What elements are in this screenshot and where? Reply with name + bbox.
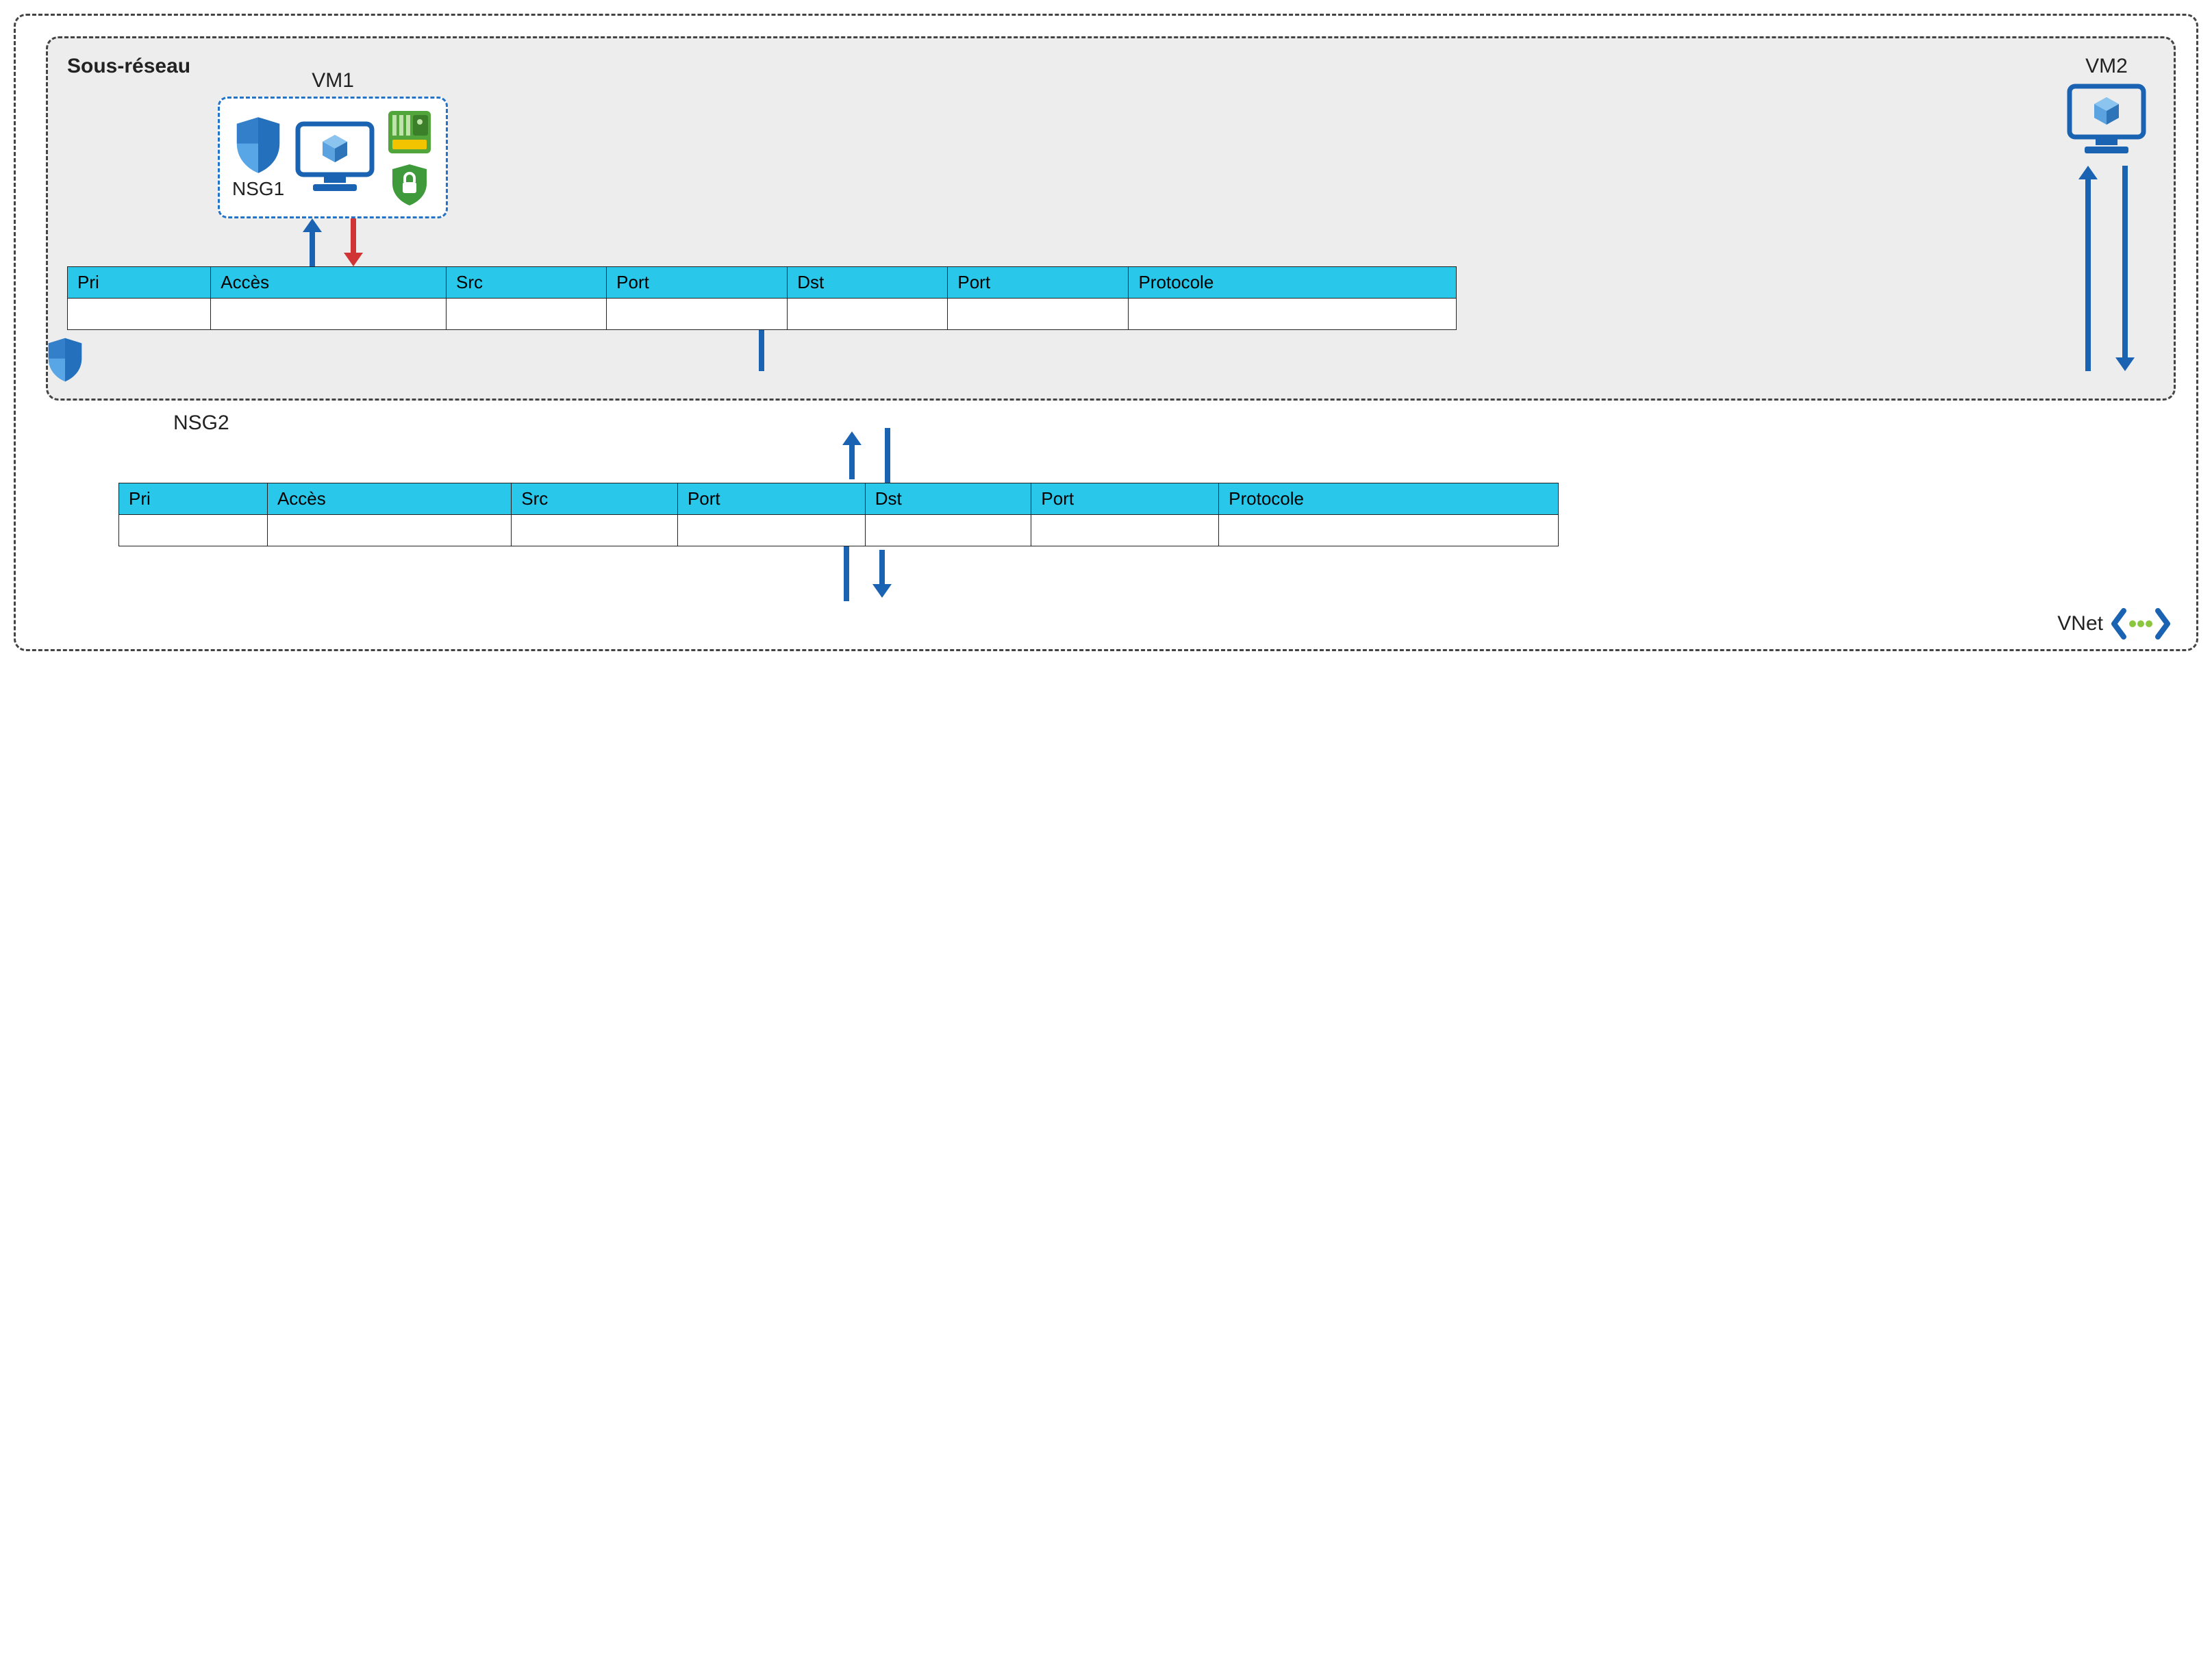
nsg2-table: PriAccèsSrcPortDstPortProtocole — [118, 483, 2176, 546]
table-cell — [1129, 299, 1456, 330]
vnet-label: VNet — [2057, 612, 2103, 635]
table-header-cell: Dst — [865, 483, 1031, 515]
table-cell — [1031, 515, 1219, 546]
table-cell — [447, 299, 607, 330]
arrow-down-icon — [2117, 166, 2133, 371]
table-header-cell: Dst — [788, 267, 948, 299]
table-cell — [865, 515, 1031, 546]
table-cell — [211, 299, 447, 330]
vm2-arrows — [2080, 166, 2133, 371]
arrow-up-icon — [844, 431, 860, 479]
shield-icon — [234, 115, 283, 175]
nsg2-top-arrows — [118, 428, 1616, 483]
table-cell — [677, 515, 865, 546]
table-cell — [119, 515, 268, 546]
arrow-down-icon — [345, 218, 362, 266]
table-cell — [512, 515, 678, 546]
table-header-cell: Src — [512, 483, 678, 515]
arrow-down-icon — [874, 550, 890, 598]
nic-chip-icon — [386, 108, 433, 156]
table-header-cell: Protocole — [1129, 267, 1456, 299]
connector-line — [759, 330, 764, 371]
vm2-block: VM2 — [2065, 55, 2148, 371]
table-cell — [948, 299, 1129, 330]
vnet-icon — [2110, 607, 2172, 641]
table-cell — [1219, 515, 1559, 546]
vm1-title: VM1 — [218, 69, 448, 92]
table-cell — [267, 515, 511, 546]
table-header-cell: Pri — [119, 483, 268, 515]
connector-line — [885, 428, 890, 483]
vnet-container: Sous-réseau VM1 — [14, 14, 2198, 651]
connector-line — [844, 546, 849, 601]
nsg1-table: PriAccèsSrcPortDstPortProtocole — [67, 266, 2052, 330]
table-header-cell: Accès — [211, 267, 447, 299]
vm1-arrows — [218, 218, 448, 266]
table-cell — [788, 299, 948, 330]
table-header-cell: Port — [677, 483, 865, 515]
nsg2-bottom-arrows — [118, 546, 1616, 601]
vm-icon — [2065, 82, 2148, 157]
vm-icon — [294, 120, 376, 195]
table-header-cell: Pri — [68, 267, 211, 299]
table-header-cell: Port — [607, 267, 788, 299]
subnet-container: Sous-réseau VM1 — [46, 36, 2176, 401]
nsg2-shield — [46, 337, 84, 387]
vm2-title: VM2 — [2085, 55, 2128, 78]
subnet-label: Sous-réseau — [67, 55, 190, 78]
table-row — [68, 299, 1457, 330]
table-header-cell: Port — [948, 267, 1129, 299]
table-row — [119, 515, 1559, 546]
nsg1-label: NSG1 — [232, 178, 284, 200]
vm1-block: VM1 NSG1 — [218, 69, 448, 266]
table-cell — [607, 299, 788, 330]
nsg2-label: NSG2 — [173, 412, 229, 435]
vm1-dashed-box: NSG1 — [218, 97, 448, 218]
table-header-cell: Src — [447, 267, 607, 299]
arrow-up-icon — [304, 218, 321, 266]
table-header-cell: Port — [1031, 483, 1219, 515]
vnet-label-block: VNet — [2053, 607, 2176, 641]
table-cell — [68, 299, 211, 330]
table-header-cell: Protocole — [1219, 483, 1559, 515]
lock-shield-icon — [390, 163, 429, 207]
table-header-cell: Accès — [267, 483, 511, 515]
arrow-up-icon — [2080, 166, 2096, 371]
shield-icon — [46, 337, 84, 383]
